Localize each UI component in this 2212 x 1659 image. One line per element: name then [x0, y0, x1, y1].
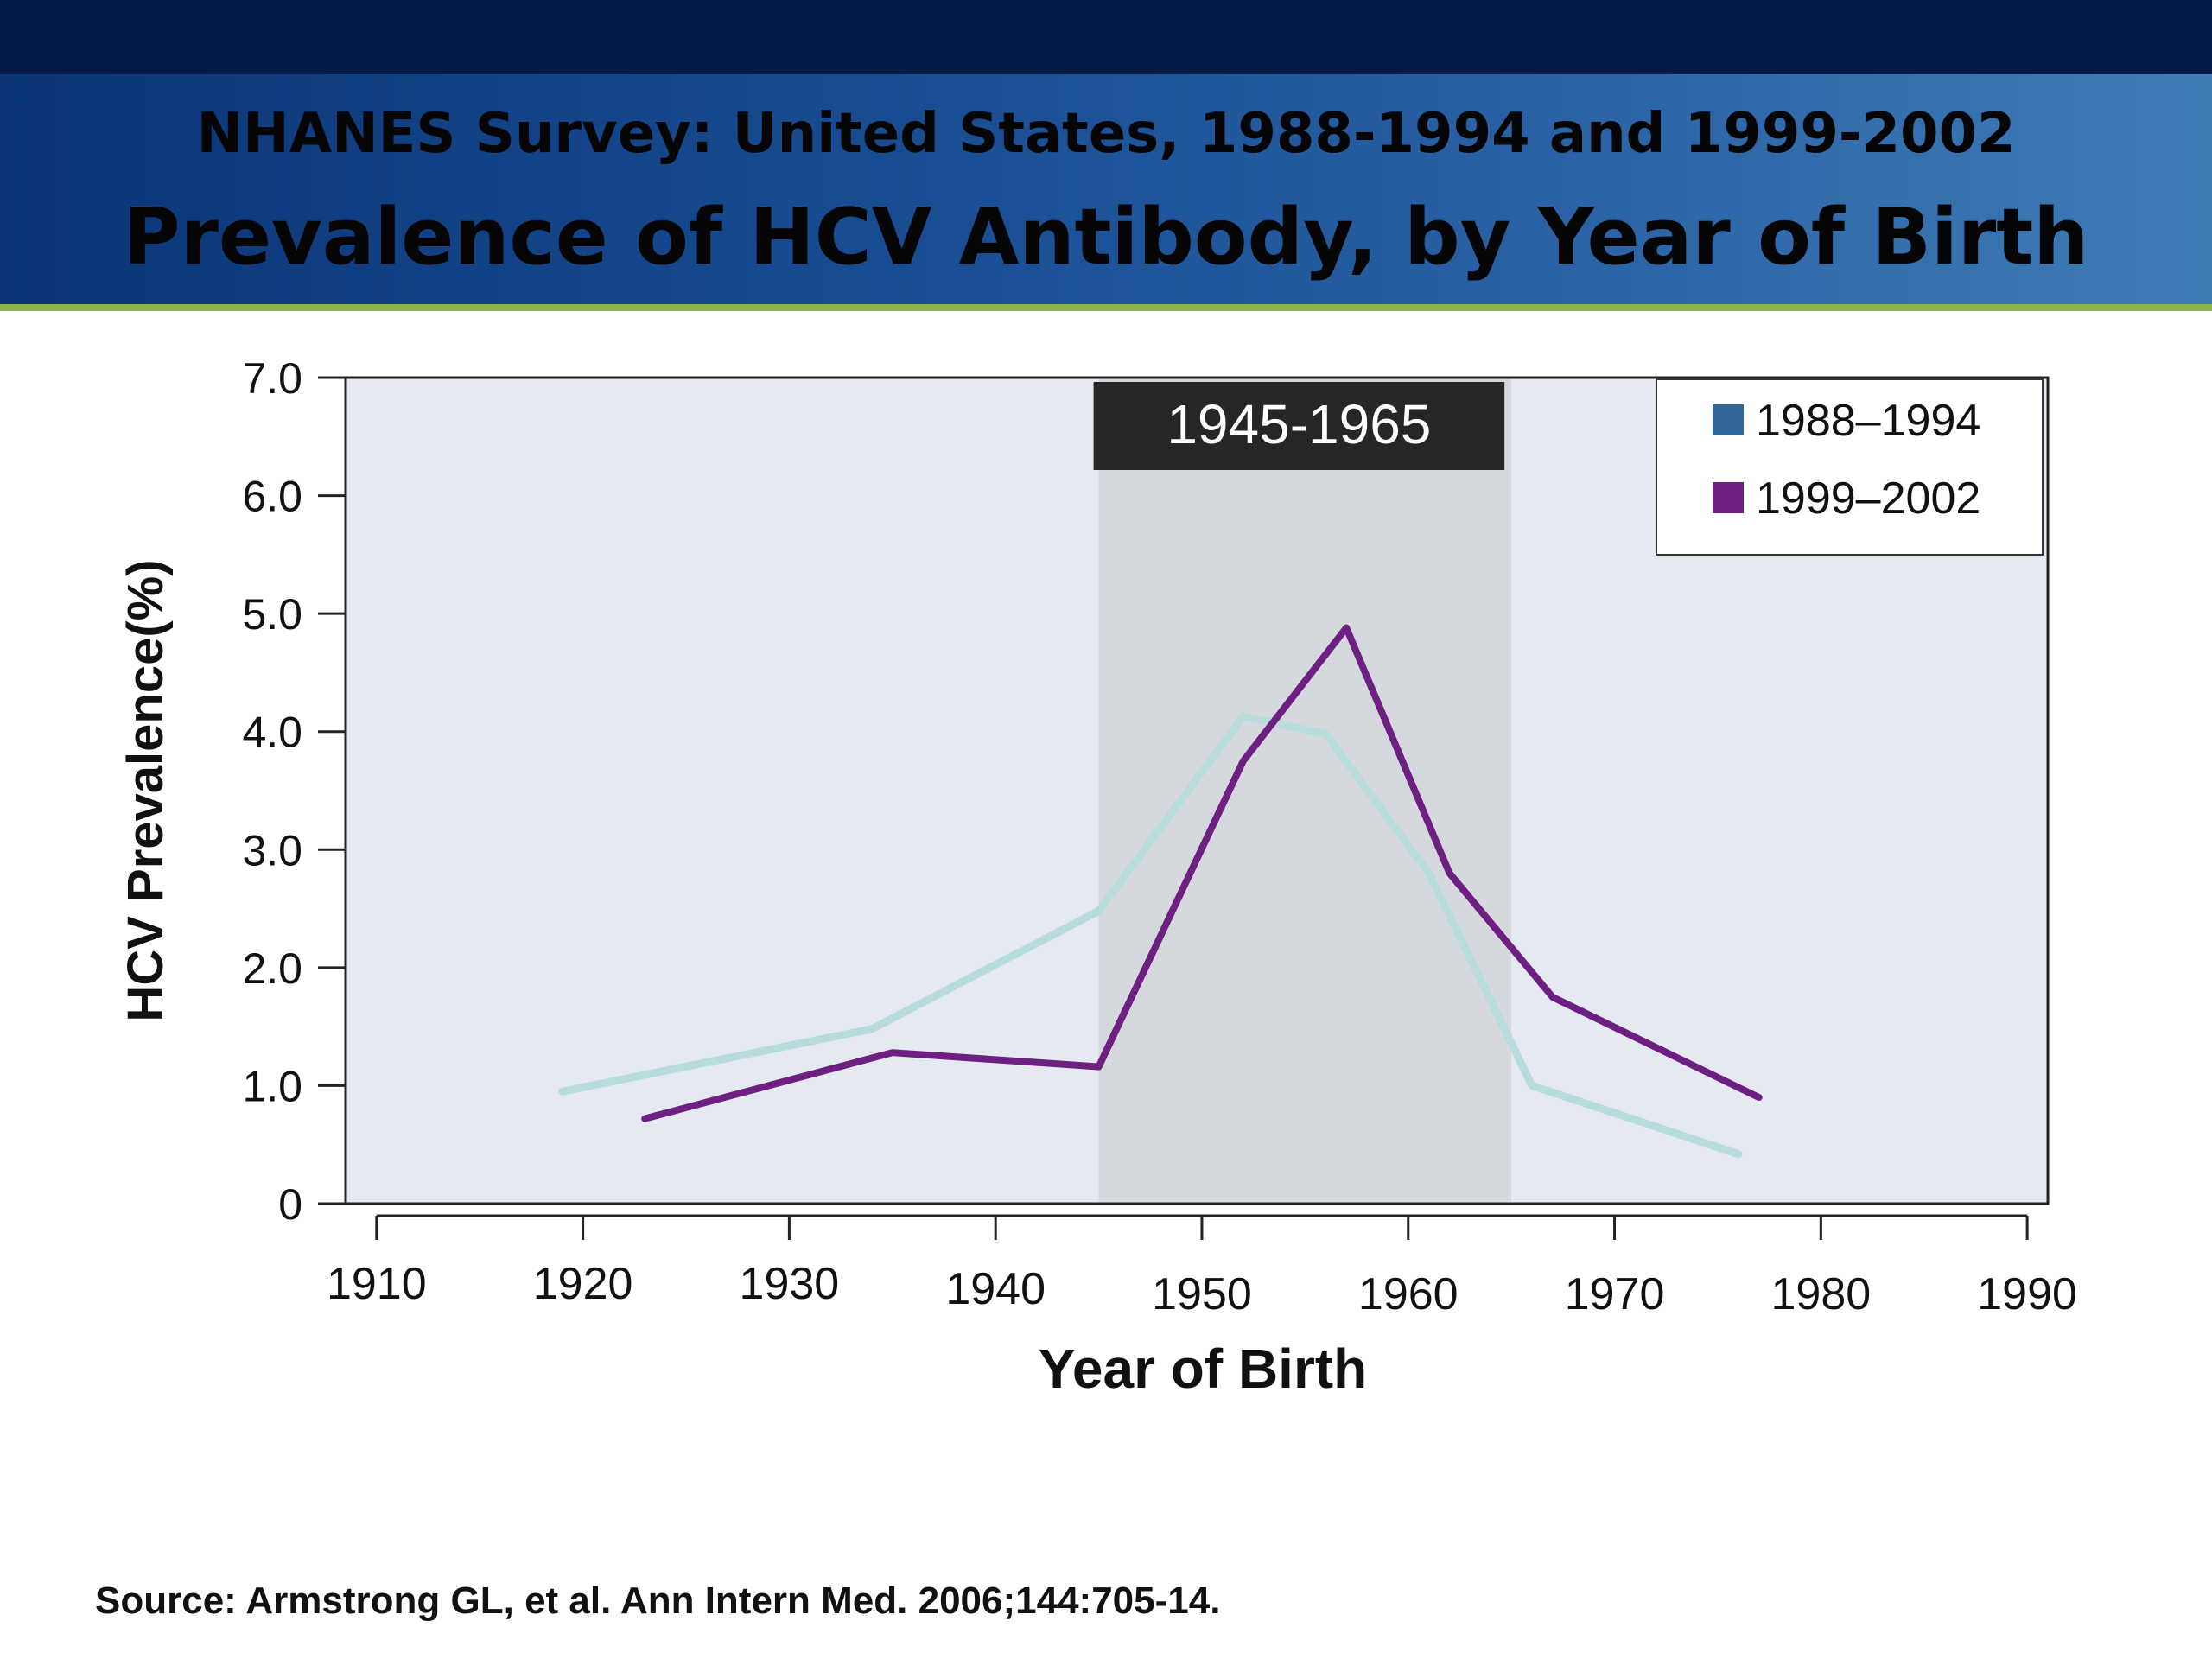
y-tick-label: 5.0: [242, 590, 302, 639]
x-tick-label: 1930: [740, 1259, 840, 1309]
top-band: [0, 0, 2212, 74]
source-citation: Source: Armstrong GL, et al. Ann Intern …: [95, 1580, 1221, 1622]
legend-swatch: [1713, 482, 1744, 513]
data-point: [560, 1090, 564, 1094]
y-tick-label: 2.0: [242, 944, 302, 993]
series-line-1: [558, 712, 1743, 1159]
data-point: [1324, 732, 1328, 736]
chart-marks: [558, 624, 1763, 1159]
data-point: [1427, 871, 1431, 875]
x-tick-label: 1920: [533, 1259, 633, 1309]
slide-subtitle: NHANES Survey: United States, 1988-1994 …: [196, 102, 2016, 166]
data-point: [1447, 871, 1452, 875]
data-point: [1096, 909, 1101, 913]
x-tick-label: 1950: [1152, 1269, 1252, 1319]
data-point: [1096, 1065, 1101, 1069]
x-axis-title: Year of Birth: [1039, 1338, 1368, 1400]
y-tick-label: 3.0: [242, 826, 302, 874]
data-point: [1530, 1084, 1535, 1088]
data-point: [869, 1027, 874, 1031]
data-point: [1736, 1152, 1740, 1156]
data-point: [1241, 714, 1245, 718]
x-tick-label: 1990: [1977, 1269, 2077, 1319]
x-tick-label: 1910: [327, 1259, 427, 1309]
x-tick-label: 1970: [1565, 1269, 1665, 1319]
legend-label: 1999–2002: [1756, 474, 1980, 524]
legend-swatch: [1713, 404, 1744, 435]
highlight-label-box: 1945-1965: [1093, 382, 1505, 470]
y-tick-label: 0: [278, 1180, 302, 1229]
data-point: [1757, 1096, 1761, 1100]
header-divider: [0, 304, 2212, 311]
data-point: [1550, 995, 1554, 999]
header-band: [0, 74, 2212, 306]
x-tick-label: 1960: [1358, 1269, 1459, 1319]
legend: 1988–1994 1999–2002: [1656, 378, 2044, 556]
highlight-band: [1098, 379, 1512, 1202]
x-tick-label: 1940: [945, 1264, 1046, 1314]
highlight-label: 1945-1965: [1166, 393, 1431, 455]
data-point: [1241, 759, 1245, 763]
y-axis-title: HCV Prevalence(%): [118, 559, 174, 1021]
y-tick-label: 7.0: [242, 354, 302, 403]
data-point: [890, 1051, 894, 1055]
series-line-2: [641, 624, 1763, 1122]
y-tick-label: 4.0: [242, 709, 302, 757]
y-tick-label: 1.0: [242, 1062, 302, 1110]
legend-label: 1988–1994: [1756, 396, 1980, 446]
y-tick-label: 6.0: [242, 473, 302, 521]
x-tick-label: 1980: [1770, 1269, 1871, 1319]
data-point: [643, 1116, 647, 1121]
data-point: [1344, 626, 1349, 630]
line-chart: 1945-1965 1988–1994 1999–2002 HCV Prevale…: [118, 354, 2077, 1400]
slide-title: Prevalence of HCV Antibody, by Year of B…: [123, 192, 2089, 283]
